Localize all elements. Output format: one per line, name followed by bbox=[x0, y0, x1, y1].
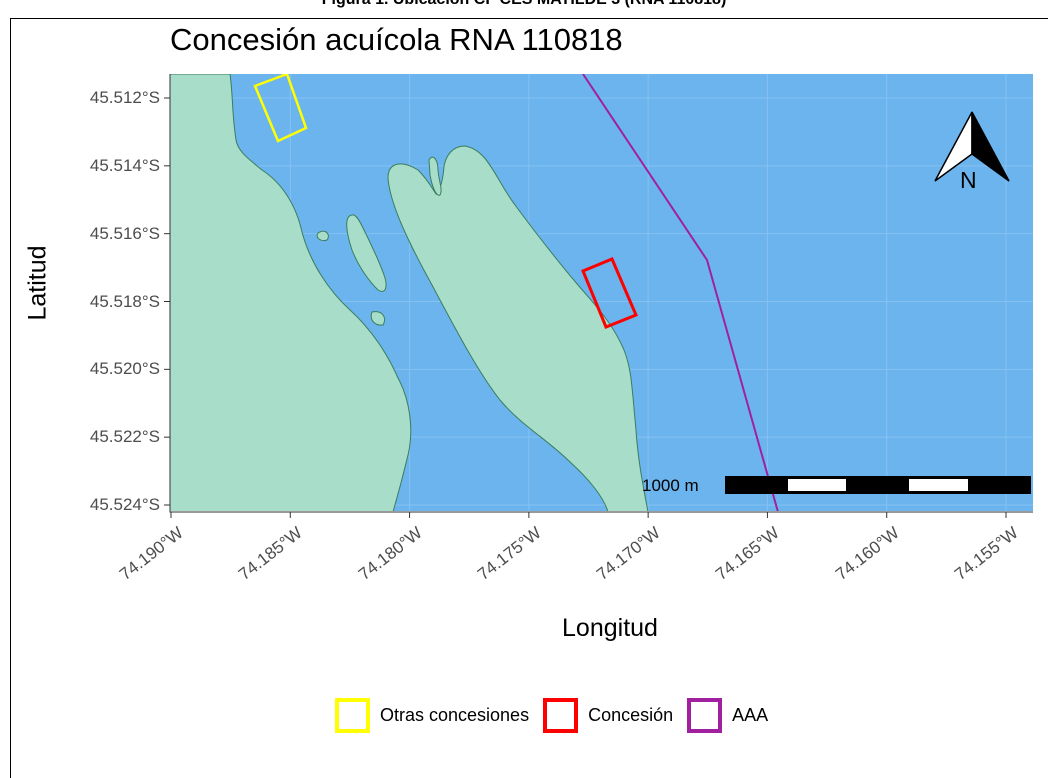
figure-frame bbox=[10, 18, 1048, 778]
islet-small-north bbox=[316, 230, 329, 241]
islet-west bbox=[346, 214, 387, 292]
otras-concesiones-polygon bbox=[253, 74, 308, 143]
concesion-polygon bbox=[581, 257, 638, 329]
y-tick-label: 45.522°S bbox=[89, 427, 160, 447]
y-tick-label: 45.520°S bbox=[89, 359, 160, 379]
y-tick-label: 45.524°S bbox=[89, 495, 160, 514]
figure-caption: Figura 1. Ubicación CF CES MATILDE 3 (RN… bbox=[0, 0, 1048, 9]
north-arrow-label: N bbox=[960, 167, 977, 193]
mainland-west bbox=[170, 74, 412, 511]
legend-label: Concesión bbox=[588, 704, 674, 725]
legend: Otras concesiones Concesión AAA bbox=[335, 693, 782, 737]
aaa-boundary bbox=[582, 74, 779, 511]
y-tick-label: 45.512°S bbox=[89, 88, 160, 107]
scale-bar bbox=[725, 476, 1031, 494]
map-canvas bbox=[164, 74, 1033, 518]
legend-label: Otras concesiones bbox=[380, 704, 530, 725]
panel-axes bbox=[169, 74, 1033, 513]
legend-item-concesion: Concesión bbox=[543, 697, 674, 733]
y-tick-label: 45.518°S bbox=[89, 291, 160, 311]
x-axis-title: Longitud bbox=[562, 614, 658, 642]
map-title: Concesión acuícola RNA 110818 bbox=[170, 22, 623, 57]
legend-item-aaa: AAA bbox=[687, 697, 769, 733]
legend-item-otras-concesiones: Otras concesiones bbox=[335, 697, 530, 733]
legend-key-yellow bbox=[335, 697, 370, 733]
y-axis-title: Latitud bbox=[23, 245, 52, 321]
legend-key-red bbox=[543, 697, 579, 733]
north-arrow-icon bbox=[934, 111, 1010, 182]
islet-east bbox=[428, 156, 442, 196]
central-peninsula bbox=[387, 145, 649, 511]
y-tick-label: 45.516°S bbox=[89, 223, 160, 243]
scale-bar-label: 1000 m bbox=[642, 476, 699, 495]
legend-label: AAA bbox=[732, 704, 769, 725]
islet-small-south bbox=[370, 311, 386, 326]
axis-ticks bbox=[164, 97, 1007, 518]
legend-key-purple bbox=[687, 697, 723, 733]
y-tick-label: 45.514°S bbox=[89, 155, 160, 175]
